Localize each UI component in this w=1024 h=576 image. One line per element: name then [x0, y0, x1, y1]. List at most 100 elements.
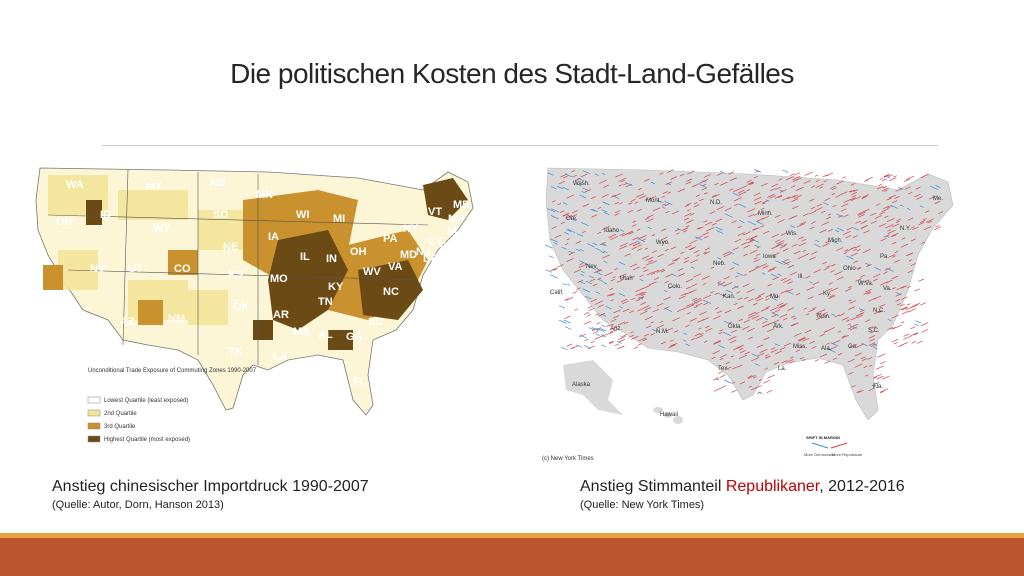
alaska-shape — [563, 360, 623, 415]
rep-shift-arrow — [876, 203, 881, 206]
map-credit: (c) New York Times — [542, 456, 594, 462]
rep-shift-arrow — [704, 247, 710, 251]
rep-shift-arrow — [832, 357, 837, 360]
rep-shift-arrow — [746, 189, 751, 192]
dem-shift-arrow — [595, 291, 600, 294]
dem-shift-arrow — [617, 341, 623, 344]
rep-shift-arrow — [610, 319, 617, 323]
rep-shift-arrow — [893, 259, 900, 263]
rep-shift-arrow — [760, 225, 764, 228]
dem-shift-arrow — [846, 255, 854, 260]
rep-shift-arrow — [562, 213, 569, 217]
rep-shift-arrow — [846, 226, 854, 231]
rep-shift-arrow — [580, 173, 588, 178]
dem-shift-arrow — [874, 267, 882, 271]
rep-shift-arrow — [920, 302, 927, 306]
rep-shift-arrow — [759, 263, 767, 268]
rep-shift-arrow — [733, 188, 741, 192]
rep-shift-arrow — [641, 238, 647, 241]
left-caption-title: Anstieg chinesischer Importdruck 1990-20… — [52, 478, 369, 495]
rep-shift-arrow — [699, 311, 707, 316]
rep-shift-arrow — [651, 250, 658, 254]
rep-shift-arrow — [573, 269, 582, 273]
rep-shift-arrow — [764, 367, 769, 370]
dem-shift-arrow — [898, 187, 904, 190]
state-label: Utah — [620, 276, 633, 282]
rep-shift-arrow — [739, 354, 747, 359]
rep-shift-arrow — [815, 317, 820, 321]
rep-shift-arrow — [880, 361, 886, 365]
rep-shift-arrow — [629, 310, 635, 313]
rep-shift-arrow — [639, 274, 644, 278]
rep-shift-arrow — [907, 252, 914, 256]
dem-shift-arrow — [725, 289, 733, 294]
dem-shift-arrow — [549, 274, 558, 279]
dem-shift-arrow — [683, 332, 688, 335]
dem-shift-arrow — [548, 255, 554, 258]
rep-shift-arrow — [834, 314, 840, 318]
us-outline — [35, 167, 474, 416]
dem-shift-arrow — [831, 313, 836, 316]
dem-shift-arrow — [575, 248, 581, 252]
dem-shift-arrow — [570, 218, 577, 222]
rep-shift-arrow — [713, 388, 720, 392]
rep-shift-arrow — [690, 247, 694, 251]
dem-shift-arrow — [683, 339, 687, 342]
rep-shift-arrow — [793, 332, 802, 337]
rep-shift-arrow — [642, 338, 648, 342]
rep-shift-arrow — [639, 310, 648, 315]
rep-shift-arrow — [862, 248, 871, 254]
rep-shift-arrow — [645, 263, 650, 266]
rep-shift-arrow — [747, 208, 756, 213]
rep-shift-arrow — [885, 224, 894, 229]
legend-label-lowest: Lowest Quartile (least exposed) — [104, 398, 188, 404]
dem-shift-arrow — [757, 391, 763, 395]
rep-shift-arrow — [709, 210, 716, 214]
state-label: OR — [56, 216, 73, 228]
dem-shift-arrow — [919, 205, 924, 208]
rep-shift-arrow — [617, 345, 625, 350]
rep-shift-arrow — [911, 341, 917, 344]
trade-exposure-map: WA MT ND OR ID SD MN WI MI ME VT NH NY M… — [35, 167, 474, 443]
rep-shift-arrow — [809, 340, 816, 344]
rep-shift-arrow — [693, 298, 702, 303]
rep-shift-arrow — [557, 264, 564, 268]
rep-shift-arrow — [613, 315, 620, 319]
rep-shift-arrow — [811, 251, 818, 255]
rep-shift-arrow — [895, 299, 901, 302]
dem-shift-arrow — [600, 251, 605, 254]
state-label: CT — [428, 236, 443, 248]
rep-shift-arrow — [753, 176, 758, 179]
dem-shift-arrow — [639, 278, 644, 282]
rep-shift-arrow — [627, 209, 634, 213]
rep-shift-arrow — [614, 343, 620, 346]
rep-shift-arrow — [734, 203, 738, 207]
rep-shift-arrow — [631, 297, 636, 301]
rep-shift-arrow — [838, 313, 845, 317]
rep-shift-arrow — [604, 272, 613, 277]
dem-shift-arrow — [732, 262, 740, 266]
rep-shift-arrow — [895, 220, 900, 224]
rep-shift-arrow — [933, 226, 942, 231]
rep-shift-arrow — [584, 189, 591, 193]
legend-label-third: 3rd Quartile — [104, 424, 136, 430]
rep-shift-arrow — [713, 315, 721, 320]
rep-shift-arrow — [576, 287, 581, 290]
rep-shift-arrow — [702, 183, 707, 187]
rep-shift-arrow — [876, 185, 885, 190]
rep-shift-arrow — [808, 308, 816, 313]
rep-shift-arrow — [795, 292, 801, 296]
state-label: AR — [273, 309, 289, 321]
rep-shift-arrow — [554, 234, 562, 239]
rep-shift-arrow — [819, 333, 825, 337]
hawaii-shape — [653, 407, 683, 424]
rep-shift-arrow — [771, 245, 780, 250]
rep-shift-arrow — [795, 186, 804, 191]
rep-shift-arrow — [901, 311, 909, 315]
rep-shift-arrow — [787, 307, 795, 311]
rep-shift-arrow — [853, 248, 858, 252]
dem-shift-arrow — [557, 185, 564, 190]
dem-shift-arrow — [663, 290, 668, 293]
rep-shift-arrow — [635, 287, 644, 293]
caption-suffix: , 2012-2016 — [819, 478, 905, 495]
